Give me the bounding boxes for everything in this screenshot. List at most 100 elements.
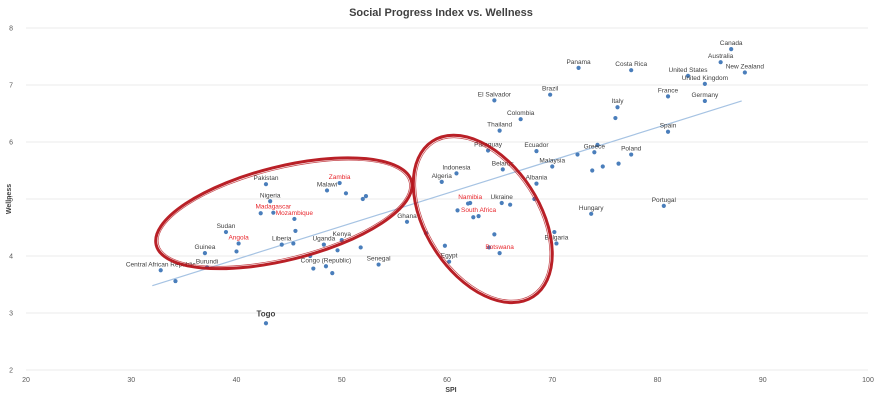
x-tick-label: 80 — [654, 377, 662, 384]
data-label: Brazil — [542, 86, 559, 93]
data-label: Ukraine — [491, 194, 514, 201]
highlight-ellipse-inner — [157, 159, 410, 267]
x-tick-label: 90 — [759, 377, 767, 384]
data-point — [404, 219, 410, 224]
data-label: Burundi — [196, 258, 218, 265]
data-label: Namibia — [458, 194, 482, 201]
data-label: United Kingdom — [682, 75, 728, 82]
data-label: Sudan — [217, 223, 236, 230]
data-label: South Africa — [461, 207, 496, 214]
x-axis-label: SPI — [445, 387, 456, 394]
data-label: Botswana — [485, 244, 514, 251]
data-point — [665, 94, 671, 99]
data-point — [629, 152, 634, 157]
data-point — [615, 105, 620, 110]
data-label: Mozambique — [276, 210, 314, 217]
data-point — [534, 181, 539, 186]
data-point — [550, 164, 555, 169]
data-point — [518, 117, 523, 122]
highlight-ellipse — [411, 133, 554, 305]
data-label: Colombia — [507, 110, 535, 117]
data-point — [595, 142, 600, 147]
data-label: Poland — [621, 146, 642, 153]
data-point — [499, 200, 504, 206]
data-label: Zambia — [329, 174, 351, 181]
data-label: Bulgaria — [545, 234, 569, 241]
data-point — [321, 242, 326, 247]
y-tick-label: 6 — [9, 140, 13, 147]
data-point — [454, 171, 459, 176]
data-point — [492, 232, 497, 237]
y-tick-label: 7 — [9, 83, 13, 90]
data-point — [500, 167, 505, 172]
data-points — [158, 46, 747, 326]
data-point — [487, 245, 492, 250]
y-tick-label: 2 — [9, 368, 13, 375]
data-label: Congo (Republic) — [301, 257, 352, 264]
data-point — [600, 164, 605, 169]
gridlines — [26, 27, 868, 371]
data-point — [497, 128, 502, 133]
data-point — [471, 215, 476, 220]
data-label: New Zealand — [726, 63, 765, 70]
data-point — [729, 46, 734, 52]
data-point — [455, 208, 460, 213]
data-point — [330, 271, 335, 276]
data-label: El Salvador — [478, 91, 512, 98]
data-point — [291, 241, 296, 246]
data-point — [258, 211, 263, 216]
data-point — [590, 168, 595, 173]
data-point — [271, 210, 276, 215]
data-point — [629, 68, 634, 73]
data-label: Togo — [256, 309, 275, 318]
y-tick-label: 4 — [9, 254, 13, 261]
data-point — [718, 60, 723, 65]
data-label: Nigeria — [260, 192, 281, 199]
data-point — [702, 81, 707, 86]
data-label: Germany — [691, 92, 718, 99]
data-point — [552, 229, 557, 235]
data-point — [447, 259, 452, 264]
data-point — [323, 264, 329, 269]
data-point — [339, 237, 344, 243]
data-label: Spain — [660, 123, 677, 130]
data-point — [236, 241, 241, 246]
x-tick-label: 30 — [127, 377, 135, 384]
data-point — [685, 73, 691, 78]
highlight-ellipse — [154, 156, 414, 271]
data-point — [665, 129, 671, 134]
data-label: Thailand — [487, 122, 512, 129]
data-label: Senegal — [367, 256, 391, 263]
data-point — [202, 251, 208, 256]
chart-title: Social Progress Index vs. Wellness — [349, 7, 533, 19]
data-label: Ghana — [397, 213, 417, 220]
data-point — [439, 179, 444, 184]
data-label: Liberia — [272, 236, 292, 243]
data-point — [360, 196, 365, 202]
data-point — [158, 268, 163, 273]
data-label: Malawi — [317, 181, 337, 188]
data-point — [613, 115, 618, 121]
data-point — [363, 194, 369, 199]
data-label: Ecuador — [524, 142, 549, 149]
data-point — [358, 245, 363, 250]
x-tick-label: 20 — [22, 377, 30, 384]
data-label: Algeria — [432, 173, 453, 180]
data-point — [702, 98, 707, 104]
data-point — [592, 150, 597, 155]
data-point — [492, 98, 497, 103]
data-point — [234, 249, 239, 254]
data-point — [279, 242, 284, 247]
data-label: Egypt — [441, 253, 458, 260]
x-tick-label: 70 — [548, 377, 556, 384]
data-label: Uganda — [312, 236, 335, 243]
trendline-path — [152, 100, 742, 287]
data-label: Belarus — [492, 160, 515, 167]
data-label: Pakistan — [254, 175, 279, 182]
data-label: Albania — [526, 175, 548, 182]
data-label: Australia — [708, 53, 734, 60]
data-point — [337, 180, 342, 186]
data-label: Hungary — [579, 205, 604, 212]
